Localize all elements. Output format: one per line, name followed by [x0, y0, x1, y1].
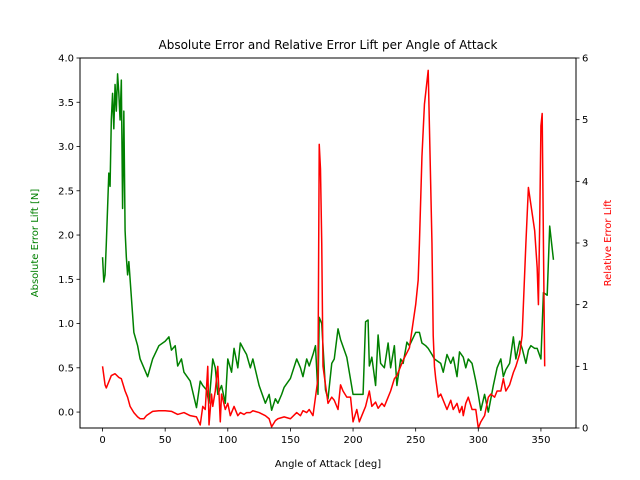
y-left-tick-label: 1.0	[58, 319, 74, 330]
x-tick-label: 0	[99, 435, 105, 446]
y-axis-right-label: Relative Error Lift	[603, 200, 614, 287]
y-right-tick-label: 4	[582, 177, 588, 188]
x-tick-label: 100	[218, 435, 237, 446]
x-axis: 0 50 100 150 200 250 300 350	[99, 428, 550, 446]
x-tick-label: 50	[159, 435, 172, 446]
y-right-tick-label: 1	[582, 362, 588, 373]
y-left-tick-label: 0.0	[58, 408, 74, 419]
x-tick-label: 250	[406, 435, 425, 446]
relative-error-line	[101, 69, 546, 429]
y-right-tick-label: 5	[582, 115, 588, 126]
y-left-tick-label: 4.0	[58, 54, 74, 65]
y-left-tick-label: 2.0	[58, 231, 74, 242]
y-axis-right: 0 1 2 3 4 5 6	[576, 54, 588, 435]
y-axis-left-label: Absolute Error Lift [N]	[30, 189, 41, 298]
x-axis-label: Angle of Attack [deg]	[275, 459, 381, 470]
y-left-tick-label: 3.5	[58, 98, 74, 109]
x-tick-label: 350	[531, 435, 550, 446]
y-left-tick-label: 1.5	[58, 275, 74, 286]
x-tick-label: 300	[469, 435, 488, 446]
y-right-tick-label: 3	[582, 239, 588, 250]
y-left-tick-label: 3.0	[58, 142, 74, 153]
chart-title: Absolute Error and Relative Error Lift p…	[159, 38, 498, 52]
x-tick-label: 150	[281, 435, 300, 446]
plot-area	[101, 69, 555, 429]
y-left-tick-label: 0.5	[58, 363, 74, 374]
x-tick-label: 200	[344, 435, 363, 446]
y-right-tick-label: 6	[582, 54, 588, 65]
y-right-tick-label: 0	[582, 424, 588, 435]
y-left-tick-label: 2.5	[58, 186, 74, 197]
y-right-tick-label: 2	[582, 300, 588, 311]
absolute-error-line	[101, 73, 555, 413]
y-axis-left: 0.0 0.5 1.0 1.5 2.0 2.5 3.0 3.5 4.0	[58, 54, 80, 419]
